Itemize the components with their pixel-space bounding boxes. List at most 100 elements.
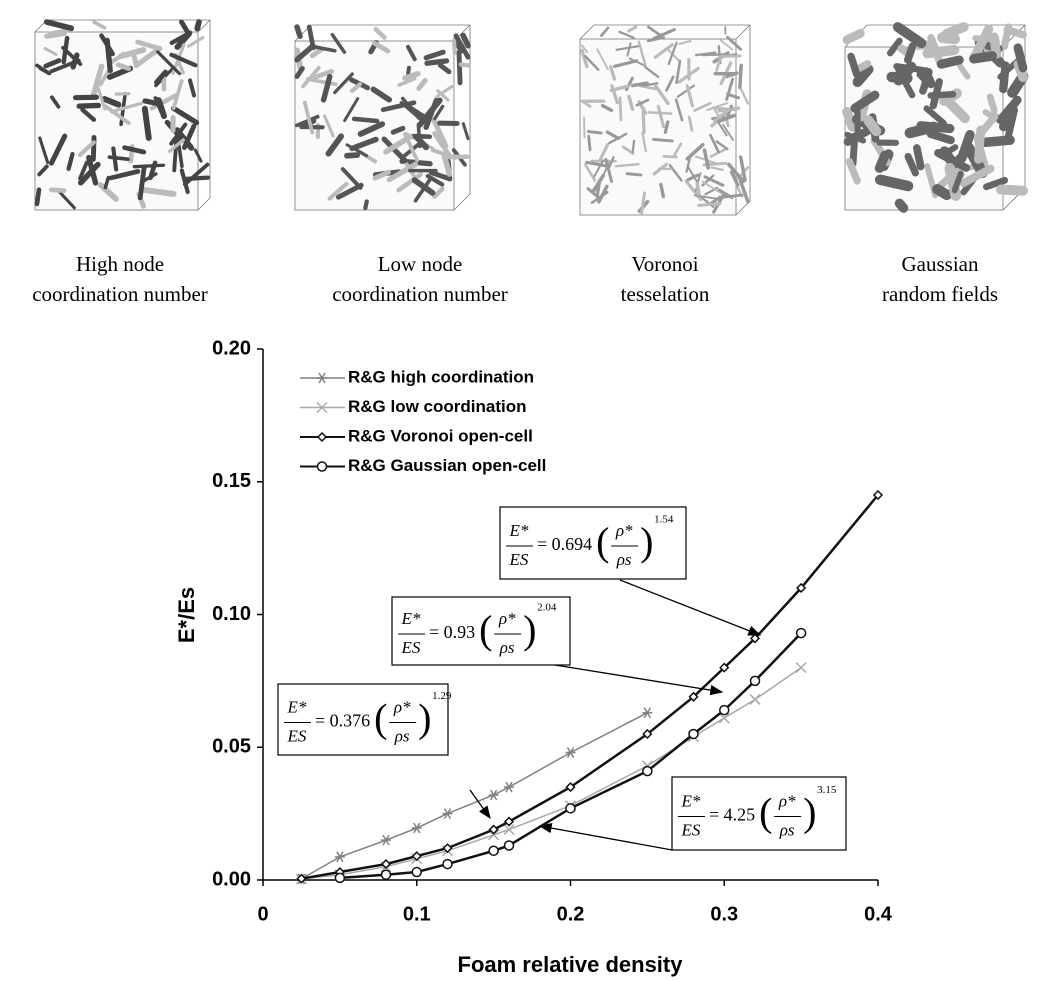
strut [693, 194, 718, 200]
fraction-bottom: ES [287, 726, 307, 745]
strut [675, 59, 682, 85]
strut [673, 142, 683, 157]
strut [982, 176, 1009, 191]
strut [294, 66, 305, 79]
marker [749, 693, 761, 705]
strut [349, 82, 363, 93]
strut [1013, 43, 1028, 73]
strut [349, 136, 379, 152]
paren: ) [418, 696, 431, 741]
strut [357, 121, 386, 137]
strut [712, 107, 732, 123]
strut [169, 30, 193, 45]
strut [718, 54, 742, 58]
strut [294, 24, 303, 39]
strut [456, 49, 463, 86]
legend-label: R&G Voronoi open-cell [348, 426, 533, 445]
marker [718, 712, 730, 724]
ratio-top: ρ* [498, 609, 516, 628]
marker [719, 662, 730, 673]
strut [716, 120, 728, 137]
ratio-bottom: ρs [779, 820, 795, 839]
strut [344, 152, 361, 159]
marker [488, 789, 499, 801]
strut [604, 157, 614, 183]
strut [715, 55, 722, 72]
marker [442, 858, 453, 870]
foam-image [34, 19, 211, 211]
strut [432, 131, 453, 160]
strut [461, 122, 470, 141]
ratio-top: ρ* [615, 521, 633, 540]
strut [97, 182, 119, 202]
strut [175, 134, 184, 169]
strut [642, 82, 659, 87]
marker [296, 873, 307, 884]
strut [706, 102, 729, 112]
strut [863, 115, 882, 137]
strut [141, 105, 152, 141]
strut [609, 84, 630, 93]
y-axis-label: E*/Es [174, 587, 199, 643]
strut [969, 51, 997, 64]
strut [301, 65, 321, 89]
strut [580, 99, 592, 108]
strut [38, 66, 52, 76]
strut [923, 105, 947, 127]
strut [719, 193, 744, 199]
strut [703, 175, 725, 187]
legend-label: R&G low coordination [348, 397, 527, 416]
strut [580, 44, 588, 54]
marker [503, 824, 515, 836]
strut [436, 89, 450, 102]
legend-marker [316, 401, 328, 414]
strut [936, 55, 964, 69]
strut [44, 31, 67, 39]
strut [674, 98, 684, 122]
caption: Voronoi [631, 252, 698, 276]
strut [647, 111, 673, 115]
strut [122, 145, 147, 155]
ratio-bottom: ρs [394, 726, 410, 745]
strut [77, 140, 96, 158]
strut [626, 42, 632, 57]
strut [640, 191, 647, 215]
strut [738, 63, 743, 90]
strut [135, 39, 163, 52]
marker [381, 834, 391, 846]
strut [194, 19, 202, 32]
marker [565, 747, 576, 758]
strut [926, 129, 955, 145]
coefficient: = 0.93 [429, 622, 475, 642]
strut [149, 92, 179, 111]
marker [380, 859, 392, 870]
paren: ) [523, 607, 536, 652]
strut [701, 180, 723, 195]
strut [709, 133, 720, 154]
strut [608, 156, 615, 168]
fraction-top: E* [401, 609, 421, 628]
caption: High node [76, 252, 164, 276]
strut [895, 66, 916, 99]
strut [625, 172, 643, 177]
strut [458, 62, 471, 68]
strut [133, 46, 162, 69]
strut [676, 84, 696, 98]
strut [598, 143, 610, 161]
strut [627, 94, 635, 111]
paren: ) [803, 790, 816, 835]
strut [373, 26, 387, 40]
fraction-bottom: ES [681, 820, 701, 839]
annotation: E* ES = 0.93(ρ* ρs) 2.04 [391, 596, 724, 696]
strut [372, 40, 391, 54]
strut [327, 181, 349, 201]
marker [688, 691, 699, 702]
strut [945, 98, 970, 124]
annotation-arrow [619, 579, 762, 636]
strut [996, 95, 1022, 125]
strut [416, 77, 428, 92]
marker [719, 704, 730, 716]
paren: ( [374, 696, 387, 741]
strut [38, 136, 50, 165]
strut [989, 32, 1002, 59]
